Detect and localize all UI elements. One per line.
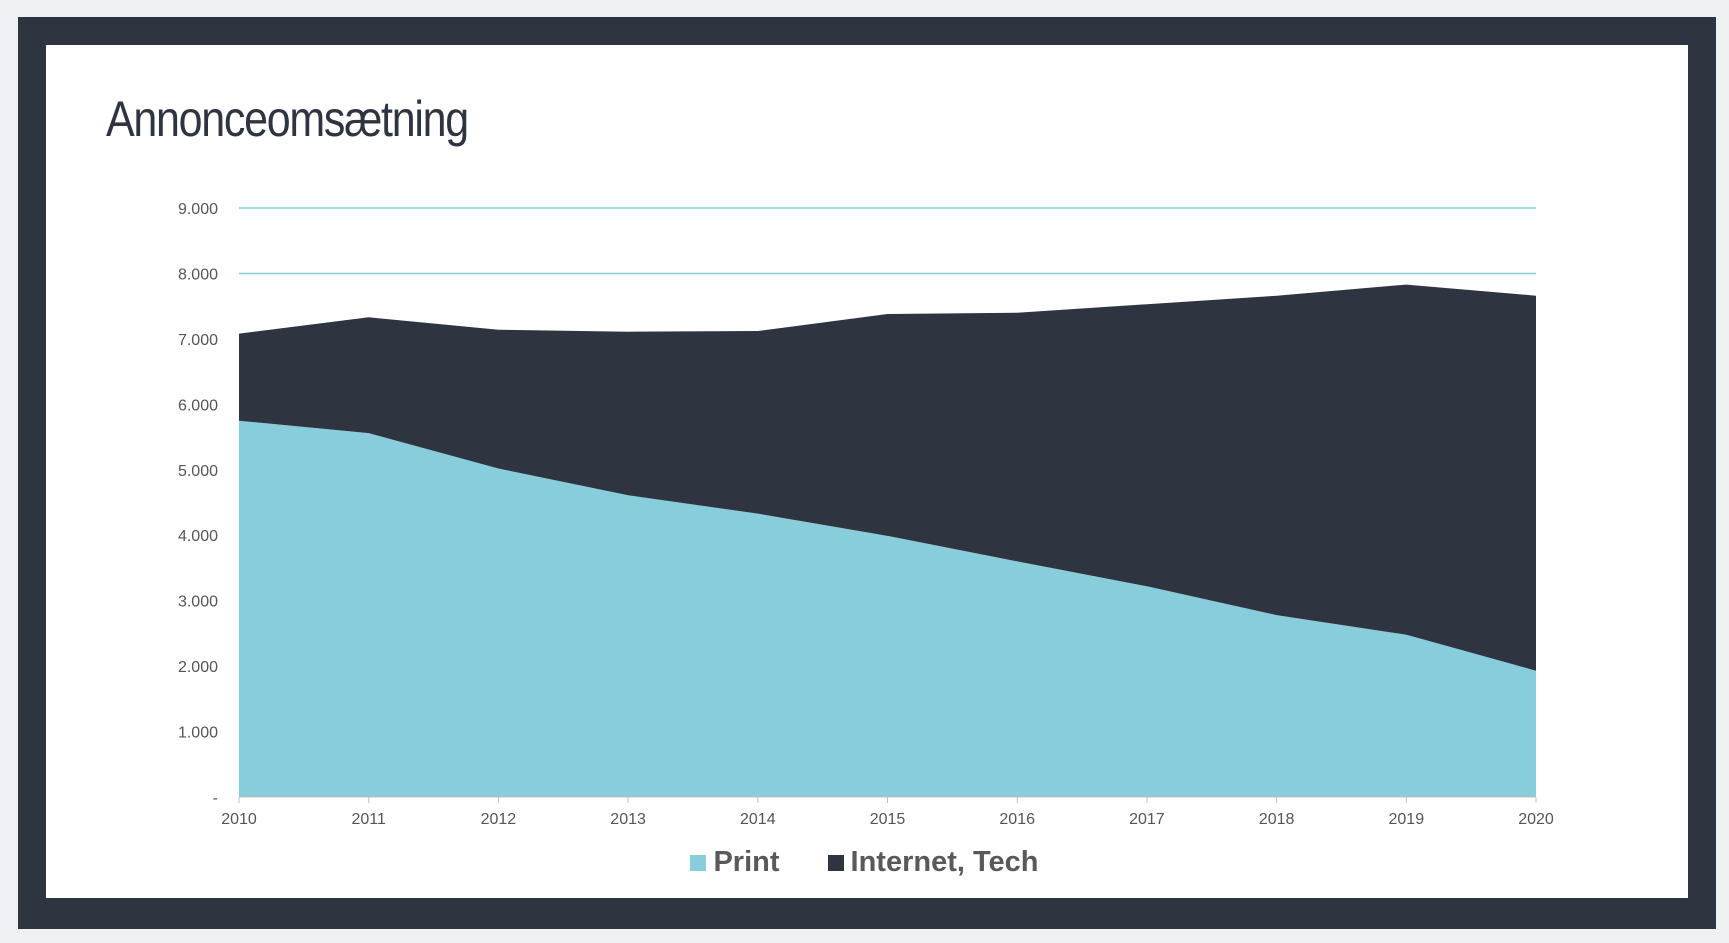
x-tick-label: 2016 (999, 811, 1035, 828)
y-tick-label: 9.000 (178, 201, 218, 218)
y-tick-label: - (213, 790, 218, 807)
axes: - 1.000 2.000 3.000 4.000 5.000 6.000 7.000 8.00… (178, 201, 1554, 828)
x-tick-label: 2013 (610, 811, 646, 828)
x-tick-label: 2020 (1518, 811, 1554, 828)
legend-swatch-internet-tech (827, 854, 844, 871)
x-tick-label: 2017 (1129, 811, 1165, 828)
legend-label-internet-tech: Internet, Tech (850, 846, 1039, 878)
legend: Print Internet, Tech (0, 846, 1729, 879)
x-tick-label: 2012 (481, 811, 517, 828)
y-tick-label: 3.000 (178, 594, 218, 611)
area-series-print (239, 420, 1536, 797)
y-tick-label: 7.000 (178, 332, 218, 349)
x-tick-label: 2010 (221, 811, 257, 828)
legend-item-internet-tech: Internet, Tech (827, 846, 1039, 879)
x-tick-label: 2018 (1259, 811, 1295, 828)
legend-label-print: Print (713, 846, 780, 878)
y-tick-label: 1.000 (178, 725, 218, 742)
y-tick-label: 4.000 (178, 528, 218, 545)
series-areas (239, 284, 1536, 797)
x-tick-label: 2015 (870, 811, 906, 828)
legend-swatch-print (690, 854, 707, 871)
x-tick-label: 2019 (1389, 811, 1425, 828)
y-tick-label: 5.000 (178, 463, 218, 480)
y-tick-label: 8.000 (178, 266, 218, 283)
x-tick-label: 2014 (740, 811, 776, 828)
y-tick-label: 6.000 (178, 397, 218, 414)
area-series-internet-tech (239, 284, 1536, 671)
legend-item-print: Print (690, 846, 780, 879)
x-tick-label: 2011 (351, 811, 386, 828)
chart-title: Annonceomsætning (106, 91, 469, 147)
y-tick-label: 2.000 (178, 659, 218, 676)
